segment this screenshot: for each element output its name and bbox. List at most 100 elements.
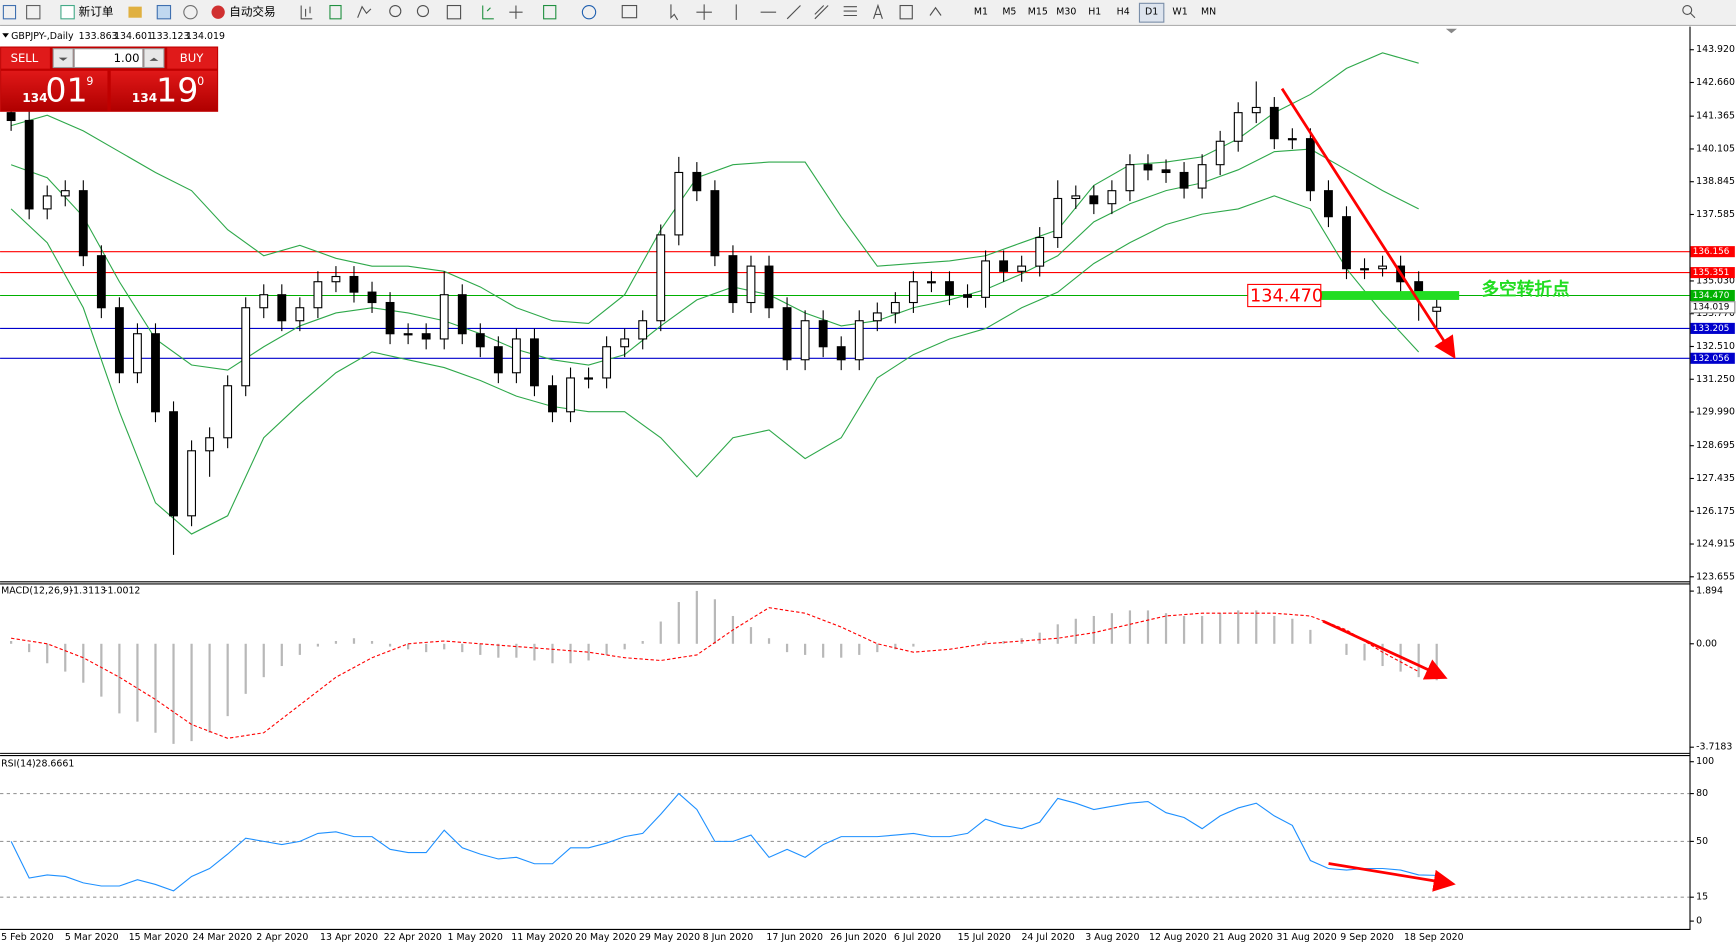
candle-body <box>78 190 88 257</box>
icon[interactable] <box>482 5 494 20</box>
icon[interactable] <box>873 3 883 19</box>
y-tick-label: 131.250 <box>1696 374 1735 385</box>
trend-arrow[interactable] <box>1328 862 1456 892</box>
timeframe-button[interactable]: M5 <box>1002 7 1016 18</box>
icon[interactable] <box>128 6 142 18</box>
timeframe-button[interactable]: H4 <box>1117 7 1130 18</box>
x-tick-label: 6 Jul 2020 <box>894 932 941 943</box>
x-tick-label: 24 Mar 2020 <box>192 932 252 943</box>
candle-body <box>981 260 991 298</box>
ask-pip: 0 <box>197 75 204 88</box>
y-tick-label: 133.770 <box>1696 308 1735 319</box>
sell-label[interactable]: SELL <box>11 51 39 65</box>
level-label: 132.056 <box>1693 354 1730 364</box>
timeframe-button[interactable]: M1 <box>974 7 988 18</box>
icon[interactable] <box>183 4 198 20</box>
auto-trading-button[interactable]: 自动交易 <box>229 5 275 19</box>
candle-body <box>890 301 900 314</box>
x-tick-label: 5 Feb 2020 <box>1 932 54 943</box>
candle-body <box>710 190 720 257</box>
buy-label[interactable]: BUY <box>180 51 204 65</box>
icon[interactable] <box>156 4 172 20</box>
candle-body <box>313 281 323 309</box>
candle-body <box>584 377 594 380</box>
icon[interactable] <box>696 4 712 20</box>
candle-body <box>1233 112 1243 142</box>
candle-body <box>927 281 936 284</box>
timeframe-button[interactable]: M30 <box>1056 7 1076 18</box>
icon[interactable] <box>814 5 829 20</box>
timeframe-button[interactable]: M15 <box>1028 7 1048 18</box>
icon[interactable] <box>1682 4 1693 15</box>
x-tick-label: 31 Aug 2020 <box>1277 932 1337 943</box>
level-label: 135.351 <box>1693 268 1730 278</box>
price-label: 134.019 <box>1693 303 1730 313</box>
icon[interactable] <box>2 4 17 20</box>
shift-marker <box>1445 28 1457 34</box>
candle-body <box>403 333 413 336</box>
icon[interactable] <box>509 5 523 19</box>
icon[interactable] <box>26 4 41 20</box>
toolbar: 新订单 自动交易 <box>0 0 1736 27</box>
y-tick-label: 1.894 <box>1696 586 1723 597</box>
header-marker <box>2 33 9 38</box>
candle-body <box>1215 140 1225 166</box>
icon[interactable] <box>329 4 342 20</box>
trade-panel: SELL 1.00 BUY 134 01 9 134 19 0 <box>0 46 219 112</box>
trend-arrow[interactable] <box>1322 619 1448 680</box>
icon[interactable] <box>389 4 402 18</box>
icon[interactable] <box>211 5 225 19</box>
icon[interactable] <box>670 4 679 21</box>
sell-button[interactable] <box>1 47 50 69</box>
icon[interactable] <box>446 4 462 20</box>
rsi-line <box>10 792 1437 892</box>
y-tick-label: 138.845 <box>1696 176 1735 187</box>
icon[interactable] <box>929 6 942 16</box>
x-tick-label: 20 May 2020 <box>575 932 636 943</box>
icon[interactable] <box>899 4 913 20</box>
close-value: 134.019 <box>186 31 225 42</box>
x-tick-label: 1 May 2020 <box>448 932 503 943</box>
timeframe-button[interactable]: W1 <box>1172 7 1187 18</box>
y-tick-label: 140.105 <box>1696 143 1735 154</box>
bollinger-lower <box>10 195 1420 535</box>
y-tick-label: 127.435 <box>1696 473 1735 484</box>
x-tick-label: 17 Jun 2020 <box>766 932 823 943</box>
trend-arrow[interactable] <box>1280 87 1456 359</box>
open-value: 133.863 <box>79 31 118 42</box>
indicator-title: MACD(12,26,9) <box>1 586 72 597</box>
lot-input[interactable] <box>73 48 144 69</box>
icon[interactable] <box>60 4 75 20</box>
candle-body <box>1324 190 1333 218</box>
icon[interactable] <box>543 4 557 20</box>
candle-body <box>638 320 648 340</box>
lot-value[interactable]: 1.00 <box>114 51 140 65</box>
candle-body <box>475 333 485 348</box>
timeframe-button[interactable]: MN <box>1201 7 1216 18</box>
icon[interactable] <box>621 4 638 19</box>
buy-button[interactable] <box>167 47 218 69</box>
icon[interactable] <box>786 5 801 20</box>
bid-box[interactable] <box>1 70 108 111</box>
icon[interactable] <box>300 5 313 20</box>
new-order-button[interactable]: 新订单 <box>79 5 114 19</box>
y-tick-label: 132.510 <box>1696 341 1735 352</box>
candle-body <box>205 437 215 452</box>
high-value: 134.601 <box>114 31 153 42</box>
timeframe-button[interactable]: H1 <box>1088 7 1101 18</box>
icon[interactable] <box>581 4 597 20</box>
candle-body <box>1071 195 1081 200</box>
ask-box[interactable] <box>110 70 218 111</box>
icon[interactable] <box>416 4 430 18</box>
candle-body <box>1053 197 1063 239</box>
candle-body <box>963 294 972 298</box>
icon[interactable] <box>843 6 857 17</box>
timeframe-button[interactable]: D1 <box>1145 7 1158 18</box>
icon[interactable] <box>1690 12 1696 19</box>
candle-body <box>1107 190 1117 205</box>
bid-pip: 9 <box>86 75 93 88</box>
tool-icons <box>300 3 1696 21</box>
bollinger-upper <box>10 52 1419 324</box>
icon[interactable] <box>357 5 372 18</box>
